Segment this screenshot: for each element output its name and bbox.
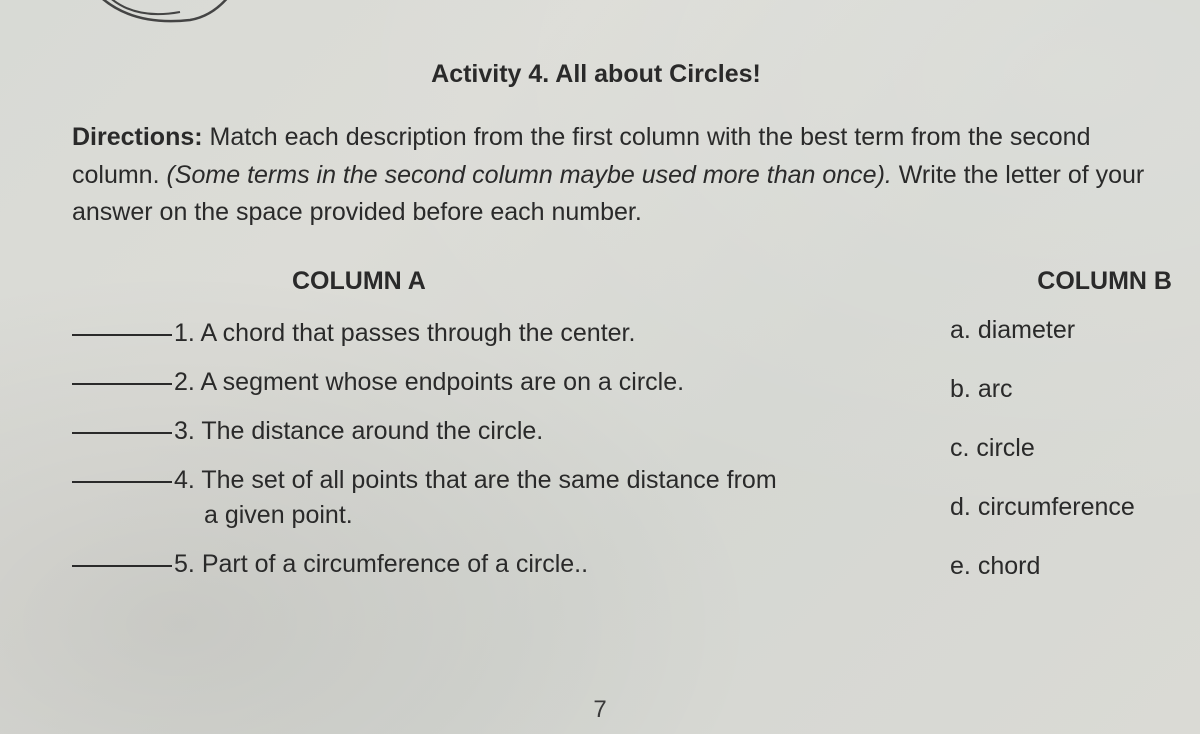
- item-text: The set of all points that are the same …: [201, 466, 776, 494]
- directions-label: Directions:: [72, 123, 203, 151]
- item-text: A chord that passes through the center.: [200, 319, 635, 347]
- list-item: b. arc: [950, 375, 1180, 404]
- item-letter: e.: [950, 552, 971, 580]
- item-term: circle: [976, 434, 1034, 462]
- item-text: Part of a circumference of a circle..: [202, 550, 588, 578]
- list-item: 3. The distance around the circle.: [72, 414, 950, 449]
- list-item: 4. The set of all points that are the sa…: [72, 463, 950, 533]
- list-item: d. circumference: [950, 493, 1180, 522]
- directions-paragraph: Directions: Match each description from …: [72, 119, 1180, 232]
- item-letter: b.: [950, 375, 971, 403]
- list-item: c. circle: [950, 434, 1180, 463]
- list-item: 1. A chord that passes through the cente…: [72, 316, 950, 351]
- item-letter: d.: [950, 493, 971, 521]
- list-item: 2. A segment whose endpoints are on a ci…: [72, 365, 950, 400]
- column-a-header: COLUMN A: [292, 267, 1037, 296]
- answer-blank[interactable]: [72, 481, 172, 483]
- item-letter: a.: [950, 316, 971, 344]
- item-text: The distance around the circle.: [201, 417, 543, 445]
- column-b-list: a. diameter b. arc c. circle d. circumfe…: [950, 316, 1180, 611]
- answer-blank[interactable]: [72, 565, 172, 567]
- answer-blank[interactable]: [72, 383, 172, 385]
- item-number: 5.: [174, 550, 195, 578]
- item-number: 3.: [174, 417, 195, 445]
- item-number: 2.: [174, 368, 195, 396]
- item-term: chord: [978, 552, 1041, 580]
- page-number: 7: [593, 696, 606, 724]
- column-a-list: 1. A chord that passes through the cente…: [72, 316, 950, 611]
- list-item: a. diameter: [950, 316, 1180, 345]
- item-text-line2: a given point.: [174, 501, 353, 529]
- answer-blank[interactable]: [72, 334, 172, 336]
- item-term: circumference: [978, 493, 1135, 521]
- activity-title: Activity 4. All about Circles!: [12, 60, 1180, 89]
- column-b-header: COLUMN B: [1037, 267, 1172, 296]
- answer-blank[interactable]: [72, 432, 172, 434]
- item-text: A segment whose endpoints are on a circl…: [200, 368, 684, 396]
- list-item: e. chord: [950, 552, 1180, 581]
- list-item: 5. Part of a circumference of a circle..: [72, 547, 950, 582]
- item-term: arc: [978, 375, 1013, 403]
- item-letter: c.: [950, 434, 969, 462]
- item-term: diameter: [978, 316, 1075, 344]
- directions-italic: (Some terms in the second column maybe u…: [166, 161, 891, 189]
- item-number: 4.: [174, 466, 195, 494]
- item-number: 1.: [174, 319, 195, 347]
